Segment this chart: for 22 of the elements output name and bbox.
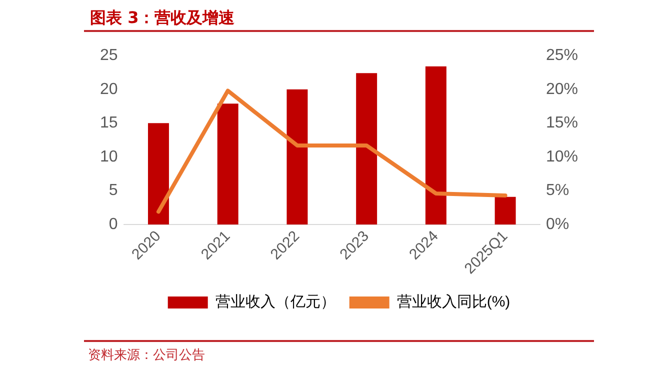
bar xyxy=(494,196,516,225)
y2-tick-label: 15% xyxy=(546,114,578,132)
y2-tick-label: 25% xyxy=(546,47,578,64)
legend-label: 营业收入（亿元） xyxy=(215,294,336,311)
y-tick-label: 10 xyxy=(100,148,118,166)
y-tick-label: 25 xyxy=(100,47,118,64)
y-tick-label: 15 xyxy=(100,114,118,132)
bar xyxy=(425,66,446,225)
y2-tick-label: 0% xyxy=(546,216,570,233)
y-tick-label: 0 xyxy=(108,216,118,233)
y2-tick-label: 10% xyxy=(546,148,578,166)
y2-tick-label: 20% xyxy=(546,80,578,98)
bar xyxy=(356,73,378,225)
y-tick-label: 20 xyxy=(100,80,118,98)
bar xyxy=(148,123,169,225)
bar xyxy=(217,104,238,225)
bar xyxy=(286,89,308,225)
text: 资料来源：公司公告 xyxy=(84,340,594,364)
chart-title: 图表 3：营收及增速 xyxy=(84,8,594,32)
y2-tick-label: 5% xyxy=(546,182,570,200)
legend-label: 营业收入同比(%) xyxy=(396,294,510,311)
y-tick-label: 5 xyxy=(108,182,118,200)
